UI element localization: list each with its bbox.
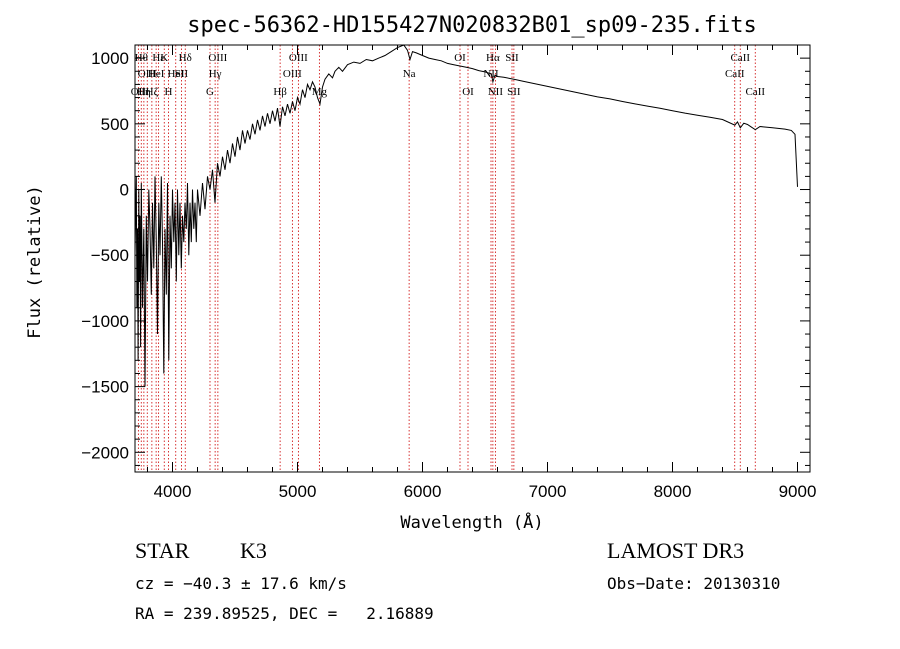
spectral-line-label: Hβ <box>273 86 287 98</box>
spectral-line-label: OIII <box>283 68 302 80</box>
object-type: STAR <box>135 538 190 563</box>
object-subclass: K3 <box>240 538 267 563</box>
spectral-line-label: Hζ <box>146 86 159 98</box>
y-tick-label: 1000 <box>91 49 129 68</box>
survey-name: LAMOST DR3 <box>607 538 745 563</box>
spectral-line-label: K <box>160 52 168 64</box>
x-tick-label: 6000 <box>404 482 442 501</box>
spectral-line-label: Hα <box>486 52 500 64</box>
spectral-line-label: Hδ <box>179 52 192 64</box>
spectral-line-label: OI <box>454 52 466 64</box>
spectral-line-label: Mg <box>312 86 328 98</box>
spectral-line-label: NII <box>488 86 504 98</box>
spectral-line-label: OI <box>462 86 474 98</box>
y-tick-label: −1500 <box>81 378 129 397</box>
spectral-line-label: CaII <box>725 68 745 80</box>
axis-ticks: 4000 5000 6000 7000 8000 9000−2000−1500−1000−… <box>81 44 817 501</box>
line-marker-labels: OIIHθHηOIIIHζHeIHεKHHeISIIHδGHγOIIIHβOII… <box>131 52 766 98</box>
spectral-line-label: HeI <box>168 68 185 80</box>
x-tick-label: 9000 <box>779 482 817 501</box>
y-tick-label: −500 <box>91 246 129 265</box>
spectral-line-label: Hε <box>152 52 165 64</box>
spectral-line-label: Hγ <box>209 68 222 80</box>
plot-frame <box>134 44 811 473</box>
chart-title: spec-56362-HD155427N020832B01_sp09-235.f… <box>187 13 757 38</box>
x-tick-label: 8000 <box>654 482 692 501</box>
spectral-line-label: CaII <box>745 86 765 98</box>
spectral-line-label: OIII <box>138 68 157 80</box>
spectral-line-label: SII <box>505 52 519 64</box>
spectral-line-label: Hη <box>137 86 151 98</box>
spectral-line-label: Na <box>403 68 416 80</box>
x-tick-label: 7000 <box>529 482 567 501</box>
y-tick-label: −2000 <box>81 443 129 462</box>
y-tick-label: −1000 <box>81 312 129 331</box>
spectral-line-label: OIII <box>289 52 308 64</box>
y-tick-label: 500 <box>101 115 129 134</box>
redshift-cz: cz = −40.3 ± 17.6 km/s <box>135 574 347 593</box>
spectral-line-label: HeI <box>148 68 165 80</box>
spectral-line-label: SII <box>507 86 521 98</box>
spectral-line-label: H <box>165 86 173 98</box>
y-tick-label: 0 <box>120 181 129 200</box>
x-tick-label: 4000 <box>154 482 192 501</box>
spectral-line-label: SII <box>175 68 189 80</box>
flux-series-line <box>134 44 798 387</box>
y-axis-label: Flux (relative) <box>25 185 45 339</box>
observation-date: Obs−Date: 20130310 <box>607 574 781 593</box>
spectral-line-label: CaII <box>730 52 750 64</box>
x-axis-label: Wavelength (Å) <box>400 511 543 533</box>
x-tick-label: 5000 <box>279 482 317 501</box>
spectral-line-label: OIII <box>208 52 227 64</box>
coordinates: RA = 239.89525, DEC = 2.16889 <box>135 604 434 623</box>
spectral-line-label: G <box>206 86 214 98</box>
